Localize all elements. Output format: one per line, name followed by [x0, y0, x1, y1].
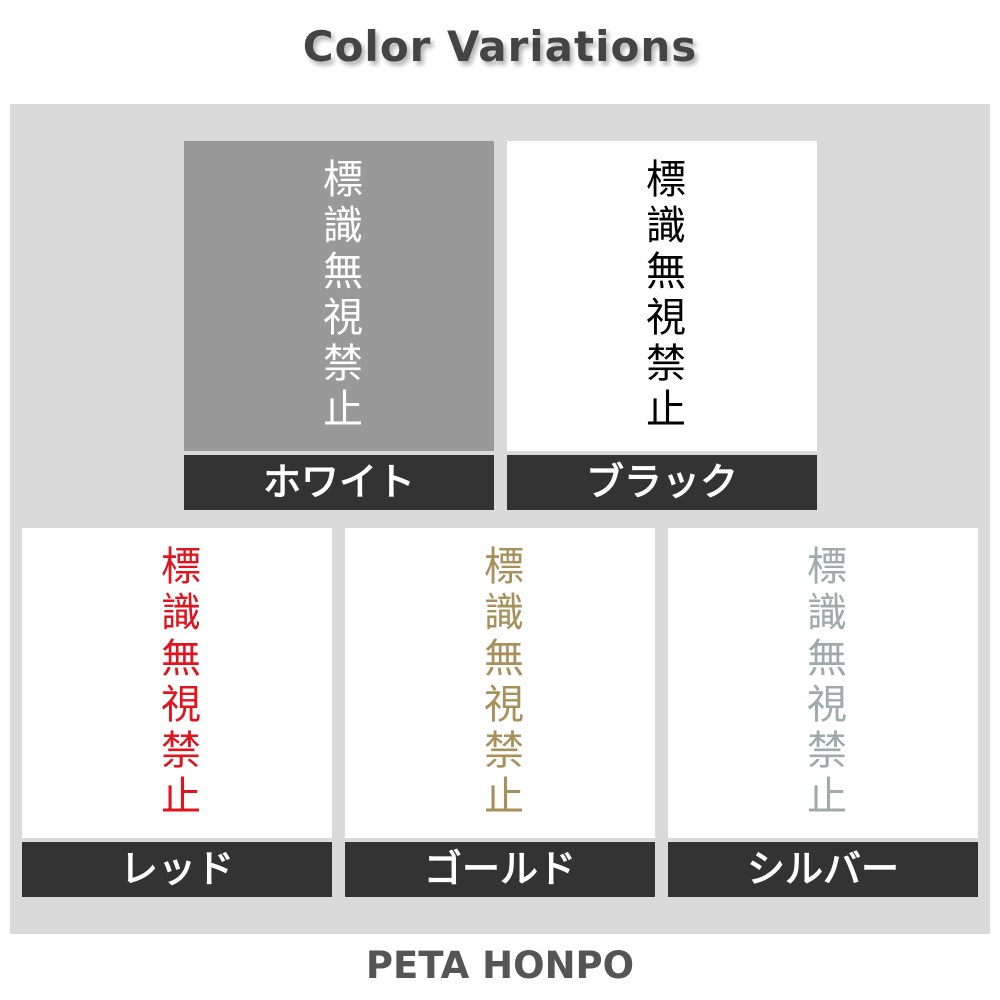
sign-preview: 標識無視禁止 — [22, 528, 332, 838]
sign-text: 標識無視禁止 — [316, 158, 362, 434]
variant-card-black: 標識無視禁止 ブラック — [507, 141, 817, 510]
variant-label: ブラック — [507, 455, 817, 510]
sign-text: 標識無視禁止 — [800, 545, 846, 821]
sign-text: 標識無視禁止 — [639, 158, 685, 434]
variant-label: シルバー — [668, 842, 978, 897]
variant-card-white: 標識無視禁止 ホワイト — [184, 141, 494, 510]
sign-text: 標識無視禁止 — [477, 545, 523, 821]
sign-preview: 標識無視禁止 — [507, 141, 817, 451]
variant-label: レッド — [22, 842, 332, 897]
brand-footer: PETA HONPO — [365, 944, 635, 987]
variant-label: ホワイト — [184, 455, 494, 510]
sign-preview: 標識無視禁止 — [668, 528, 978, 838]
variant-label: ゴールド — [345, 842, 655, 897]
sign-text: 標識無視禁止 — [154, 545, 200, 821]
variant-card-gold: 標識無視禁止 ゴールド — [345, 528, 655, 897]
variant-card-silver: 標識無視禁止 シルバー — [668, 528, 978, 897]
page-title: Color Variations — [302, 22, 698, 71]
sign-preview: 標識無視禁止 — [345, 528, 655, 838]
variant-card-red: 標識無視禁止 レッド — [22, 528, 332, 897]
sign-preview: 標識無視禁止 — [184, 141, 494, 451]
